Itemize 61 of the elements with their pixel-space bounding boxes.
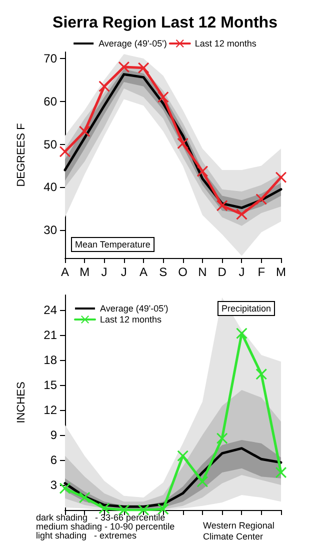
y-axis-title: INCHES	[16, 382, 28, 424]
point	[118, 504, 130, 516]
x-tick-label: A	[60, 265, 70, 279]
chart-title: Sierra Region Last 12 Months	[52, 14, 278, 32]
y-tick-label: 12	[44, 403, 58, 417]
point	[60, 146, 70, 158]
point	[138, 62, 150, 74]
y-tick-label: 15	[44, 378, 58, 392]
x-tick-label: J	[101, 265, 108, 279]
text: medium shading - 10-90 percentile	[36, 522, 175, 532]
point	[158, 504, 169, 515]
y-tick-label: 50	[44, 137, 58, 152]
point	[98, 502, 110, 514]
legend-label: Last 12 months	[194, 38, 257, 48]
y-tick-label: 3	[50, 478, 58, 492]
point	[158, 92, 169, 103]
text: dark shading - 33-66 percentile	[36, 512, 166, 522]
point	[196, 476, 208, 488]
point	[216, 200, 228, 212]
point	[256, 194, 267, 205]
annotation: Mean Temperature	[75, 240, 150, 250]
y-tick-label: 9	[50, 428, 58, 442]
point	[79, 126, 90, 137]
point	[196, 166, 208, 177]
x-tick-label: D	[218, 265, 227, 279]
point	[256, 368, 267, 380]
y-tick-label: 70	[44, 51, 58, 66]
y-tick-label: 6	[50, 453, 58, 467]
point	[276, 467, 286, 478]
point	[177, 138, 188, 149]
legend-label: Average (49'-05')	[100, 304, 168, 314]
x-tick-label: S	[159, 265, 168, 279]
x-tick-label: J	[120, 265, 127, 279]
point	[79, 492, 90, 503]
x-tick-label: N	[198, 265, 207, 279]
point	[118, 62, 130, 73]
point	[236, 208, 248, 220]
x-tick-label: A	[140, 265, 148, 279]
annotation: Precipitation	[221, 304, 272, 314]
x-tick-label: M	[276, 265, 286, 279]
point	[98, 80, 110, 92]
point	[216, 432, 228, 444]
text: Western Regional Climate Center	[203, 520, 277, 542]
point	[177, 450, 188, 462]
y-tick-label: 21	[44, 328, 58, 342]
text: light shading - extremes	[36, 530, 138, 540]
y-tick-label: 60	[44, 94, 58, 108]
point	[60, 482, 70, 494]
y-tick-label: 18	[44, 353, 58, 367]
x-tick-label: O	[178, 265, 188, 279]
y-axis-title: DEGREES F	[16, 122, 28, 187]
y-tick-label: 40	[44, 180, 58, 194]
x-tick-label: M	[80, 265, 90, 279]
y-tick-label: 30	[44, 223, 58, 238]
point	[236, 328, 248, 339]
point	[276, 172, 286, 183]
x-tick-label: J	[238, 265, 245, 279]
x-tick-label: F	[258, 265, 266, 279]
legend-label: Average (49'-05')	[98, 38, 167, 48]
y-tick-label: 24	[44, 303, 58, 317]
legend-label: Last 12 months	[100, 314, 162, 324]
